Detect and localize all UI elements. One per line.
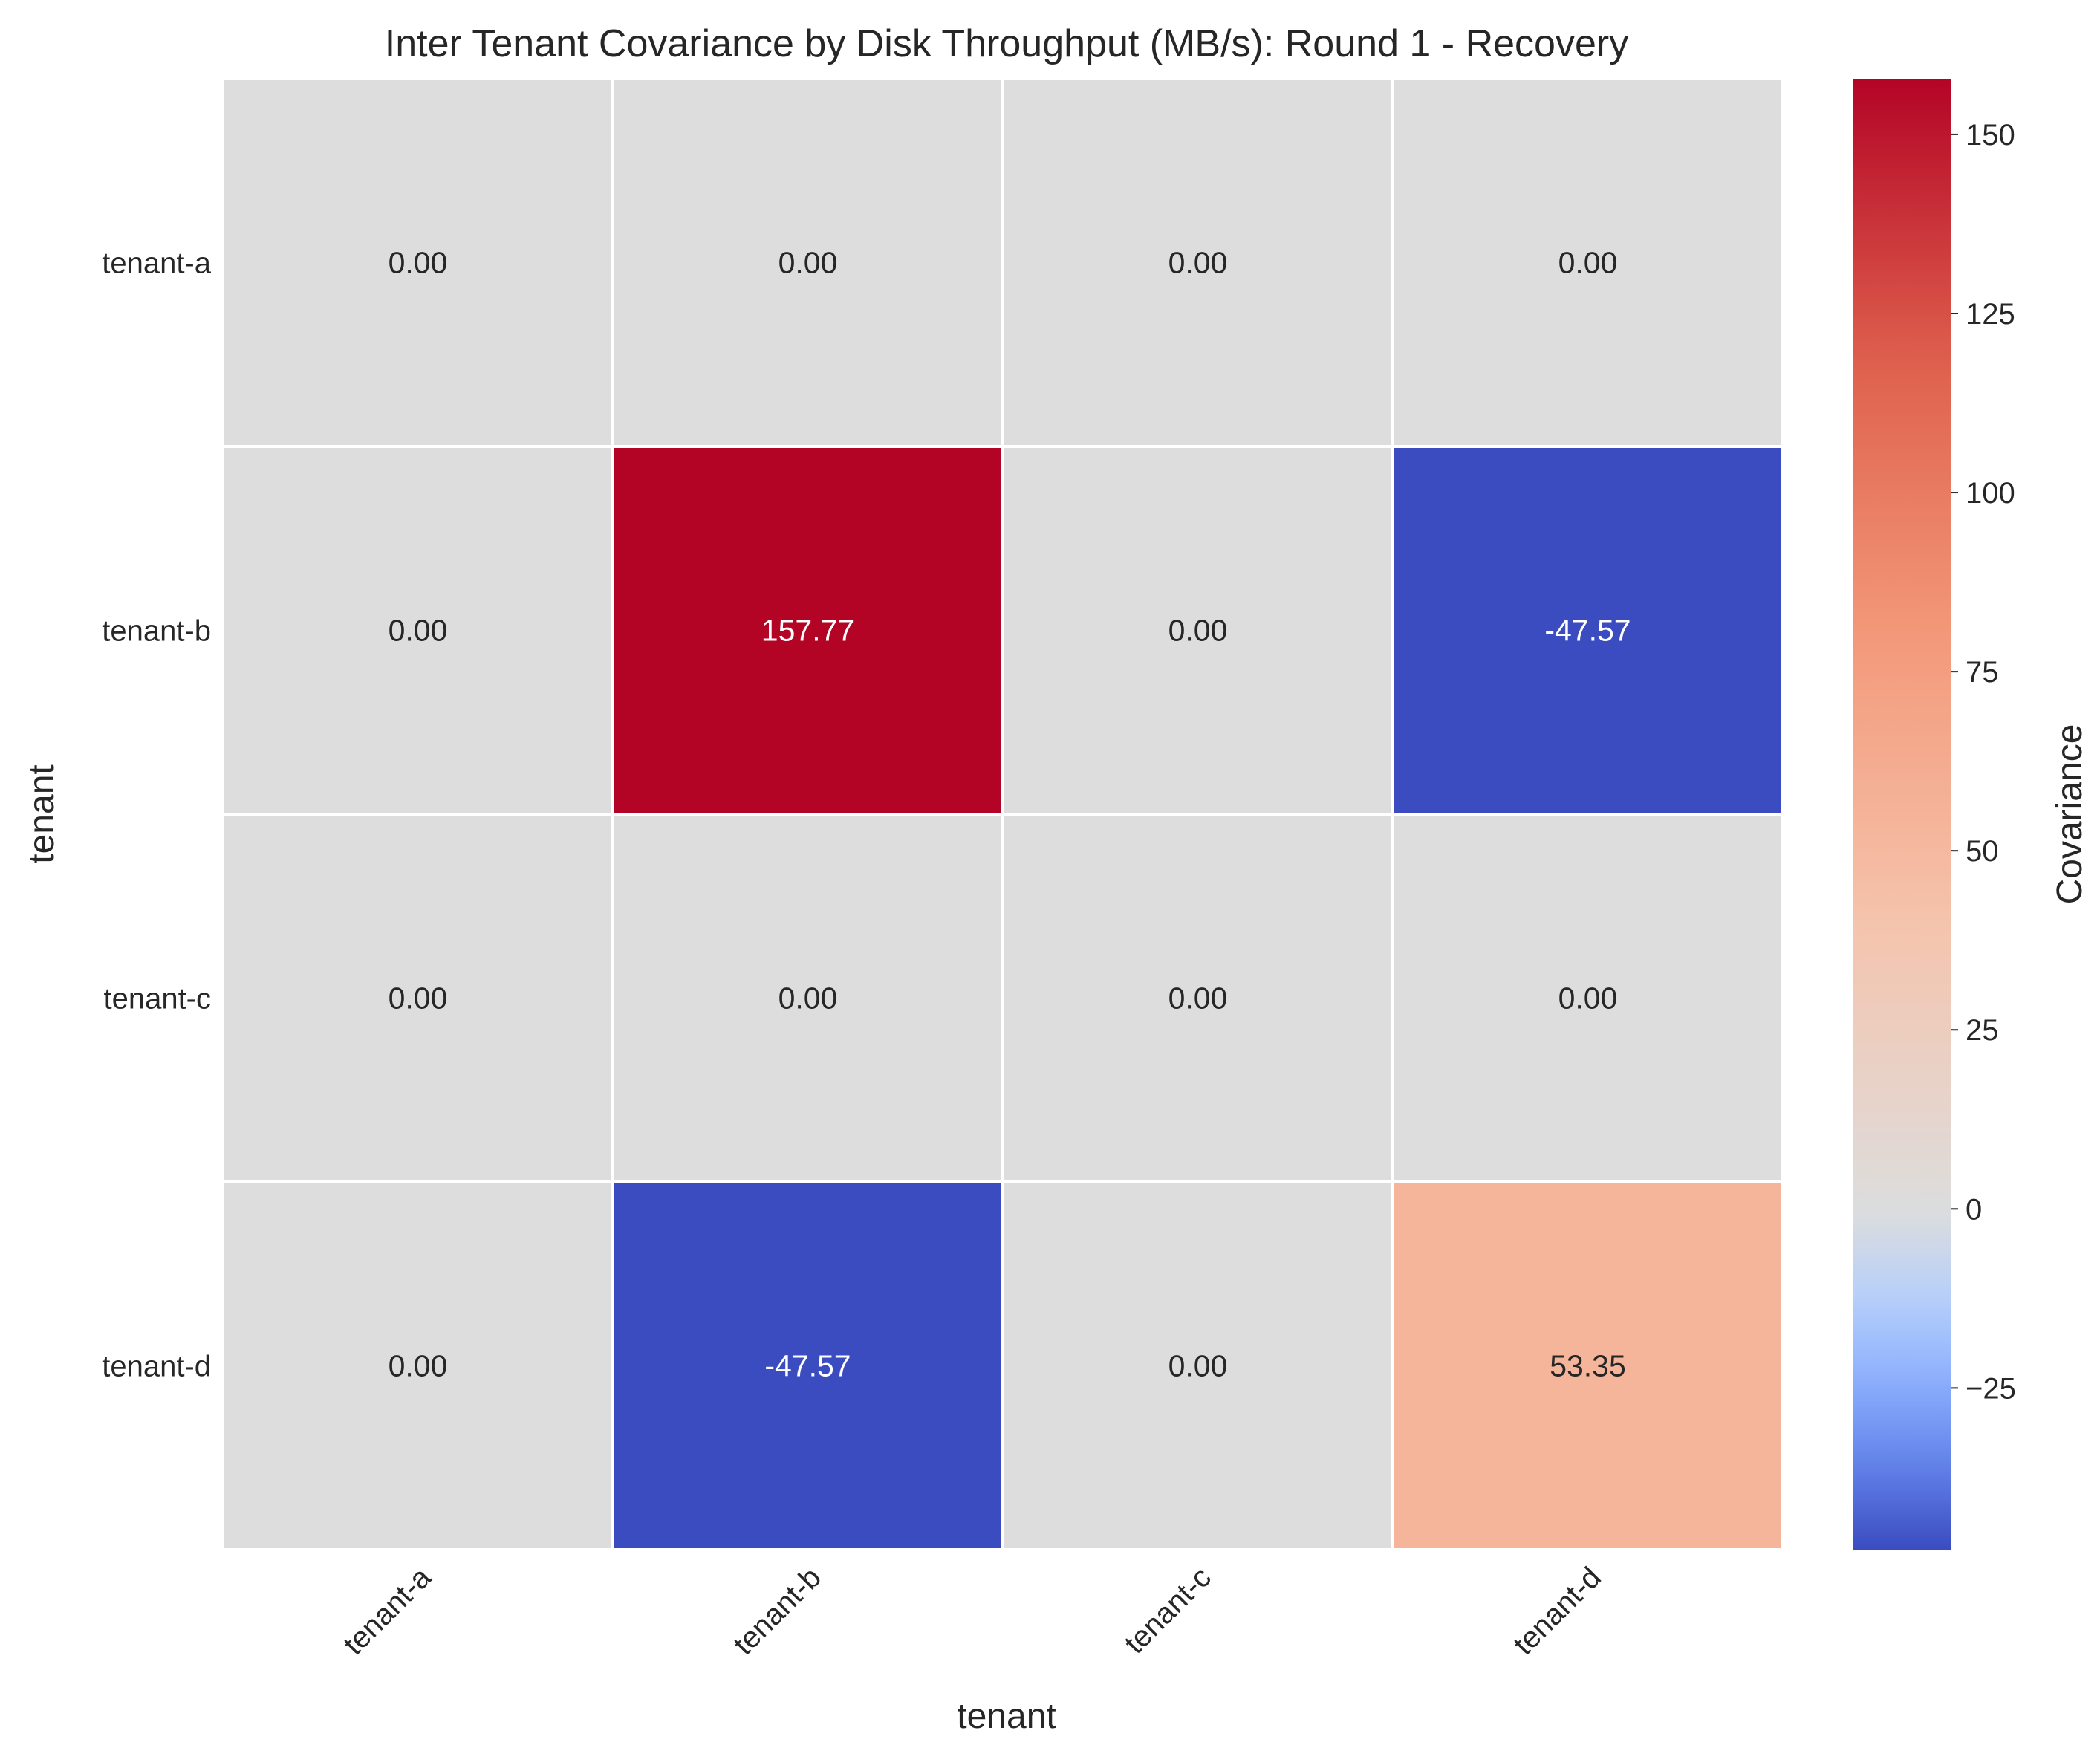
cell-value-labels: 0.00 0.00 0.00 0.00 0.00 157.77 0.00 -47.57 0.00… bbox=[389, 246, 1631, 1383]
heatmap-cell bbox=[1391, 445, 1784, 816]
heatmap-cell bbox=[1001, 1180, 1394, 1551]
y-axis-label: tenant bbox=[22, 764, 62, 863]
heatmap-cell bbox=[1391, 77, 1784, 448]
cell-value-label: 0.00 bbox=[389, 981, 448, 1016]
cell-value-label: 0.00 bbox=[389, 614, 448, 648]
x-tick-label: tenant-b bbox=[727, 1561, 828, 1661]
chart-title: Inter Tenant Covariance by Disk Throughp… bbox=[385, 22, 1628, 65]
x-tick-label: tenant-c bbox=[1119, 1561, 1218, 1660]
cell-value-label: 0.00 bbox=[778, 981, 838, 1016]
colorbar-ticks: −25 0 25 50 75 100 125 150 bbox=[1951, 119, 2016, 1405]
cell-value-label: 0.00 bbox=[1168, 614, 1228, 648]
cell-value-label: 0.00 bbox=[389, 246, 448, 280]
cell-value-label: 157.77 bbox=[761, 614, 854, 648]
heatmap-cell bbox=[221, 77, 614, 448]
cell-value-label: 0.00 bbox=[1168, 246, 1228, 280]
heatmap-cell bbox=[1001, 77, 1394, 448]
x-tick-label: tenant-d bbox=[1507, 1561, 1607, 1661]
y-tick-label: tenant-c bbox=[103, 983, 211, 1016]
cell-value-label: 0.00 bbox=[1168, 1349, 1228, 1383]
heatmap-cell bbox=[611, 1180, 1004, 1551]
colorbar-tick-label: 100 bbox=[1966, 477, 2015, 510]
x-tick-labels: tenant-a tenant-b tenant-c tenant-d bbox=[337, 1561, 1607, 1661]
colorbar-tick-label: 50 bbox=[1966, 835, 1999, 868]
colorbar-scale bbox=[1853, 79, 1951, 1550]
cell-value-label: 0.00 bbox=[389, 1349, 448, 1383]
cell-value-label: 0.00 bbox=[1168, 981, 1228, 1016]
colorbar-tick-label: 25 bbox=[1966, 1014, 1999, 1047]
colorbar-tick-label: −25 bbox=[1966, 1372, 2016, 1405]
colorbar-tick-label: 125 bbox=[1966, 298, 2015, 331]
heatmap-cell bbox=[221, 445, 614, 816]
heatmap-cell bbox=[611, 445, 1004, 816]
cell-value-label: -47.57 bbox=[1544, 614, 1631, 648]
heatmap-cell bbox=[1391, 1180, 1784, 1551]
colorbar-tick-label: 0 bbox=[1966, 1193, 1982, 1226]
y-tick-label: tenant-d bbox=[102, 1351, 211, 1383]
colorbar-label: Covariance bbox=[2050, 724, 2090, 905]
heatmap-cell bbox=[611, 77, 1004, 448]
cell-value-label: -47.57 bbox=[764, 1349, 851, 1383]
heatmap-cells bbox=[221, 77, 1784, 1551]
heatmap-cell bbox=[611, 813, 1004, 1183]
cell-value-label: 0.00 bbox=[778, 246, 838, 280]
cell-value-label: 0.00 bbox=[1558, 246, 1618, 280]
heatmap-cell bbox=[1391, 813, 1784, 1183]
heatmap-cell bbox=[221, 1180, 614, 1551]
x-axis-label: tenant bbox=[957, 1697, 1056, 1736]
colorbar: −25 0 25 50 75 100 125 150 Covariance bbox=[1853, 79, 2090, 1550]
x-tick-label: tenant-a bbox=[337, 1561, 438, 1661]
cell-value-label: 0.00 bbox=[1558, 981, 1618, 1016]
colorbar-tick-label: 150 bbox=[1966, 119, 2015, 152]
colorbar-tick-label: 75 bbox=[1966, 656, 1999, 689]
y-tick-label: tenant-b bbox=[102, 615, 211, 648]
cell-value-label: 53.35 bbox=[1550, 1349, 1626, 1383]
y-tick-labels: tenant-a tenant-b tenant-c tenant-d bbox=[102, 247, 212, 1383]
y-tick-label: tenant-a bbox=[102, 247, 212, 280]
